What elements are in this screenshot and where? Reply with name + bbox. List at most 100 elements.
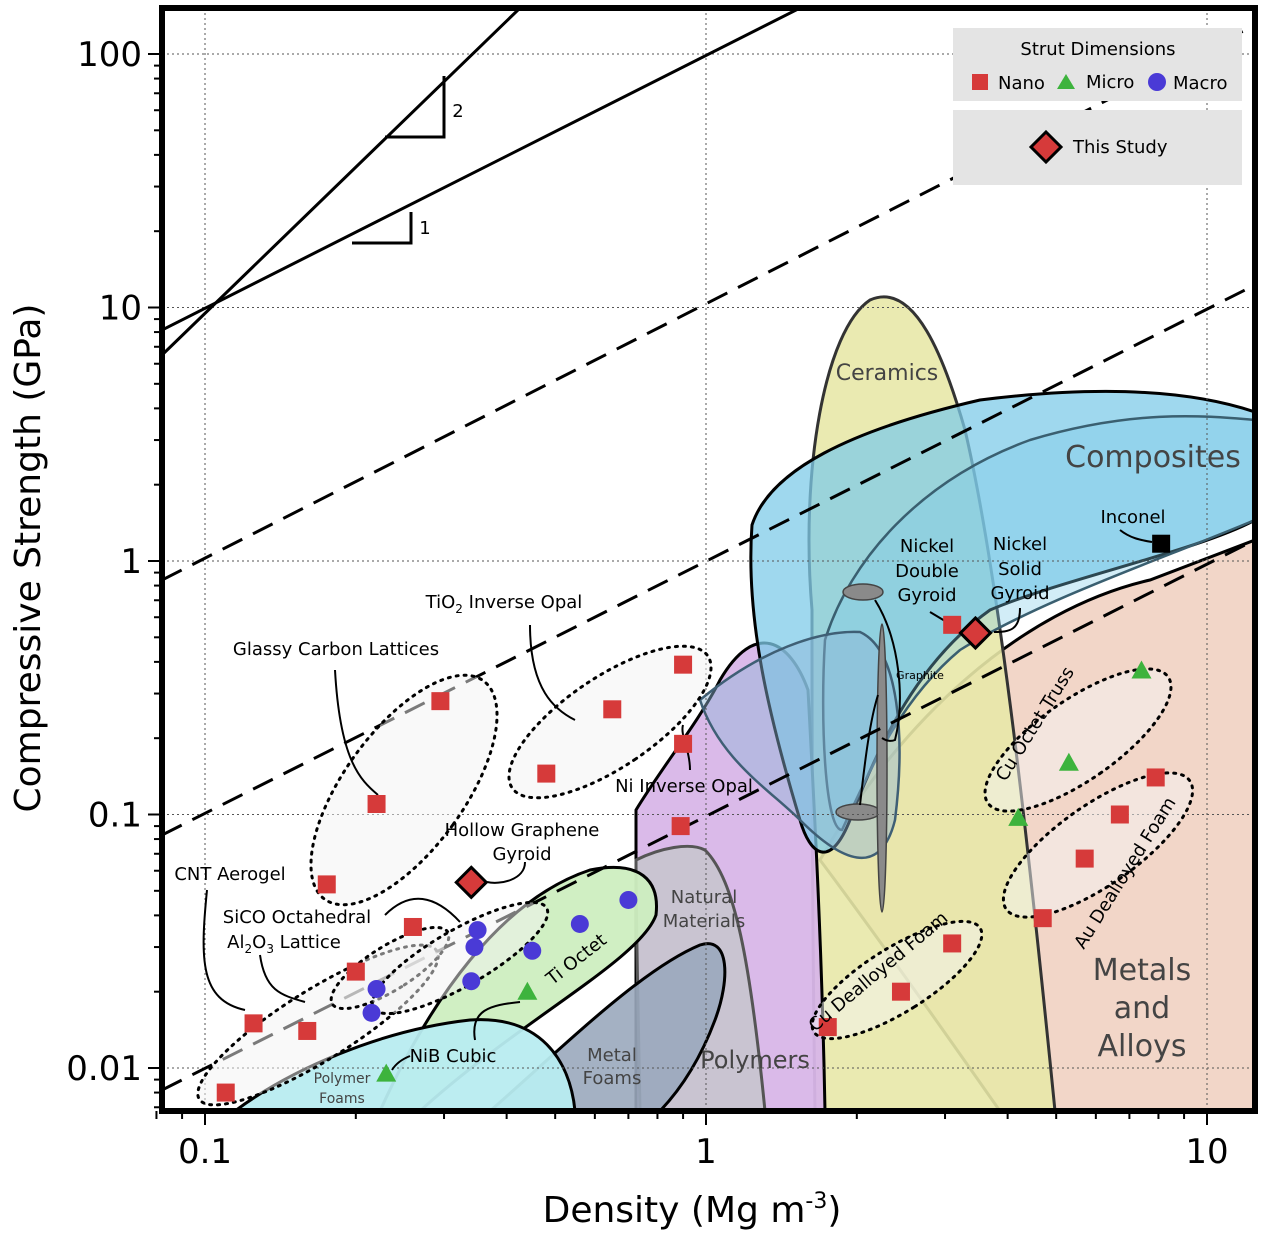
tio2-main: TiO [425, 592, 456, 613]
tio2-sub: 2 [455, 602, 463, 616]
point-nano-5 [674, 655, 693, 674]
label-polymers: Polymers [700, 1046, 810, 1074]
point-macro-1 [367, 979, 386, 998]
x-axis-title-sup: -3 [805, 1189, 827, 1214]
enclosure-au-dealloyed [1001, 771, 1195, 919]
point-micro-4 [1131, 660, 1152, 679]
point-nano-7 [671, 817, 690, 836]
leader-glassy-carbon [334, 669, 379, 796]
label-polymer-foams: Foams [319, 1091, 365, 1107]
point-nano-15 [943, 934, 962, 953]
point-nano-14 [891, 982, 910, 1001]
label-hollow-graphene-1: Hollow Graphene [445, 820, 600, 841]
point-nano-13 [818, 1018, 837, 1037]
point-nano-1 [367, 795, 386, 814]
point-nano-18 [1075, 849, 1094, 868]
al2o3-sub1: 2 [245, 942, 253, 956]
label-slope-2: 2 [452, 101, 463, 122]
legend-micro-marker [1057, 74, 1075, 89]
label-nib-cubic: NiB Cubic [410, 1046, 497, 1067]
label-materials: Materials [663, 911, 746, 932]
point-nano-4 [603, 700, 622, 719]
markers [216, 534, 1171, 1102]
label-foams: Foams [583, 1068, 642, 1089]
point-nano-10 [298, 1021, 317, 1040]
label-hollow-graphene-2: Gyroid [492, 844, 551, 865]
enclosure-glassy-carbon [309, 673, 499, 907]
label-nickel-double-3: Gyroid [897, 585, 956, 606]
point-micro-0 [376, 1063, 397, 1082]
legend-macro-label: Macro [1173, 73, 1227, 94]
region-composites-inner [821, 414, 1255, 832]
leader-graphite-2 [859, 694, 879, 806]
y-tick-label: 100 [77, 35, 142, 75]
legend-nano-marker [972, 74, 988, 90]
point-micro-3 [1058, 752, 1079, 771]
leader-nib [473, 1001, 521, 1041]
axis-ticks: 0.1 1 10 0.01 0.1 1 10 100 [66, 35, 1228, 1172]
point-macro-5 [523, 941, 542, 960]
point-macro-2 [462, 972, 481, 991]
label-nickel-solid-2: Solid [998, 559, 1042, 580]
label-natural: Natural [671, 887, 737, 908]
label-sico: SiCO Octahedral [223, 907, 371, 928]
slope-1-line [162, 8, 801, 332]
label-composites: Composites [1065, 440, 1241, 475]
leader-nickel-solid [993, 607, 1021, 633]
label-nickel-solid-1: Nickel [993, 534, 1047, 555]
point-nano-16 [943, 615, 962, 634]
point-nano-8 [216, 1083, 235, 1102]
graphite-ellipse-bottom [835, 803, 881, 821]
label-nickel-double-1: Nickel [900, 536, 954, 557]
label-slope-1: 1 [419, 218, 430, 239]
point-this-study-1 [958, 615, 993, 651]
label-polymer: Polymer [314, 1071, 371, 1087]
dotted-enclosures [196, 644, 1195, 1107]
graphite-ellipse-top [842, 583, 884, 601]
al2o3-sub2: 3 [266, 942, 274, 956]
al2o3-mid: O [252, 932, 266, 953]
label-metal: Metal [587, 1045, 637, 1066]
point-nano-9 [244, 1014, 263, 1033]
point-inconel-0 [1152, 534, 1171, 553]
y-axis-title: Compressive Strength (GPa) [8, 304, 49, 813]
legend: Strut Dimensions Nano Micro Macro This S… [953, 28, 1242, 185]
point-nano-19 [1110, 805, 1129, 824]
legend-box-strut [953, 28, 1242, 101]
x-tick-label: 10 [1185, 1132, 1228, 1172]
tio2-rest: Inverse Opal [463, 592, 582, 613]
slope-2-line [162, 8, 522, 357]
label-nickel-solid-3: Gyroid [990, 583, 1049, 604]
legend-study-label: This Study [1072, 137, 1168, 158]
x-tick-label: 1 [695, 1132, 717, 1172]
point-nano-17 [1033, 909, 1052, 928]
point-nano-2 [317, 875, 336, 894]
point-micro-1 [517, 981, 538, 1000]
label-ceramics: Ceramics [836, 361, 939, 386]
point-this-study-0 [454, 865, 489, 900]
slope-1-triangle [352, 212, 413, 245]
region-natural-blob [698, 630, 901, 860]
y-tick-label: 0.1 [88, 796, 142, 836]
point-macro-3 [465, 938, 484, 957]
y-tick-label: 1 [120, 542, 142, 582]
point-nano-3 [537, 764, 556, 783]
legend-box-study [953, 110, 1242, 185]
label-graphite: Graphite [896, 669, 944, 682]
point-macro-4 [468, 921, 487, 940]
point-macro-7 [619, 890, 638, 909]
label-metals: Metals [1093, 953, 1191, 988]
point-nano-20 [1146, 768, 1165, 787]
label-cnt-aerogel: CNT Aerogel [174, 864, 285, 885]
label-inconel: Inconel [1100, 507, 1165, 528]
legend-nano-label: Nano [998, 73, 1045, 94]
leader-sico [384, 897, 461, 923]
legend-macro-marker [1148, 73, 1166, 91]
enclosure-cu-octet [983, 667, 1173, 813]
al2o3-main: Al [227, 932, 244, 953]
legend-micro-label: Micro [1086, 72, 1134, 93]
enclosure-cu-dealloyed [810, 919, 984, 1041]
point-nano-12 [403, 917, 422, 936]
y-tick-label: 10 [99, 289, 142, 329]
